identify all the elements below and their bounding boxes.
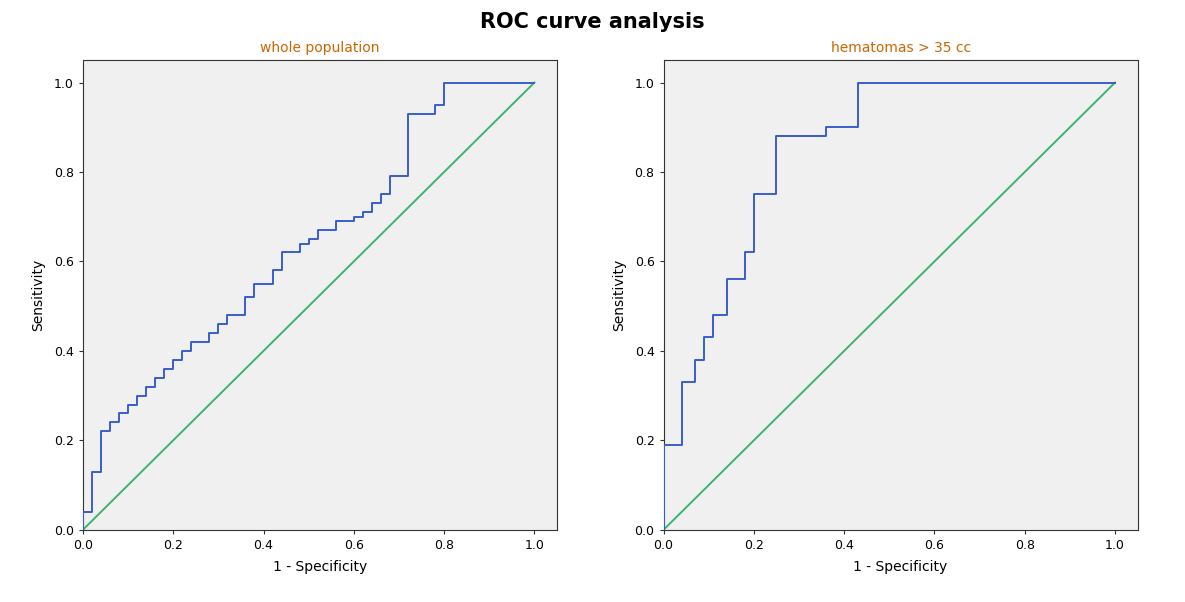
Title: hematomas > 35 cc: hematomas > 35 cc <box>831 41 971 55</box>
Y-axis label: Sensitivity: Sensitivity <box>32 259 45 331</box>
X-axis label: 1 - Specificity: 1 - Specificity <box>853 560 948 574</box>
Title: whole population: whole population <box>261 41 379 55</box>
Text: ROC curve analysis: ROC curve analysis <box>480 12 705 32</box>
Y-axis label: Sensitivity: Sensitivity <box>613 259 626 331</box>
X-axis label: 1 - Specificity: 1 - Specificity <box>273 560 367 574</box>
